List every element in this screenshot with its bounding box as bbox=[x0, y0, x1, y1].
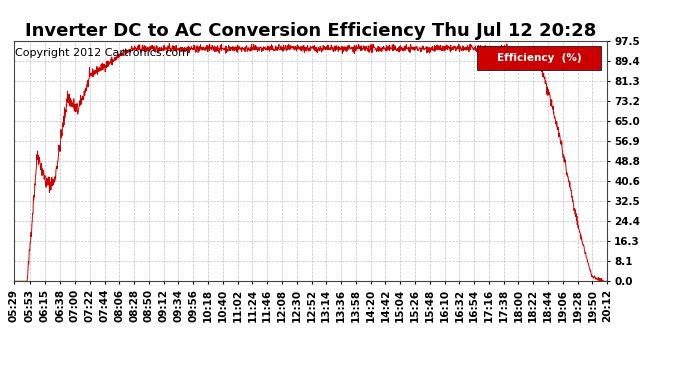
Text: Copyright 2012 Cartronics.com: Copyright 2012 Cartronics.com bbox=[15, 48, 189, 58]
Title: Inverter DC to AC Conversion Efficiency Thu Jul 12 20:28: Inverter DC to AC Conversion Efficiency … bbox=[25, 22, 596, 40]
Text: Efficiency  (%): Efficiency (%) bbox=[497, 53, 581, 63]
FancyBboxPatch shape bbox=[477, 46, 601, 70]
